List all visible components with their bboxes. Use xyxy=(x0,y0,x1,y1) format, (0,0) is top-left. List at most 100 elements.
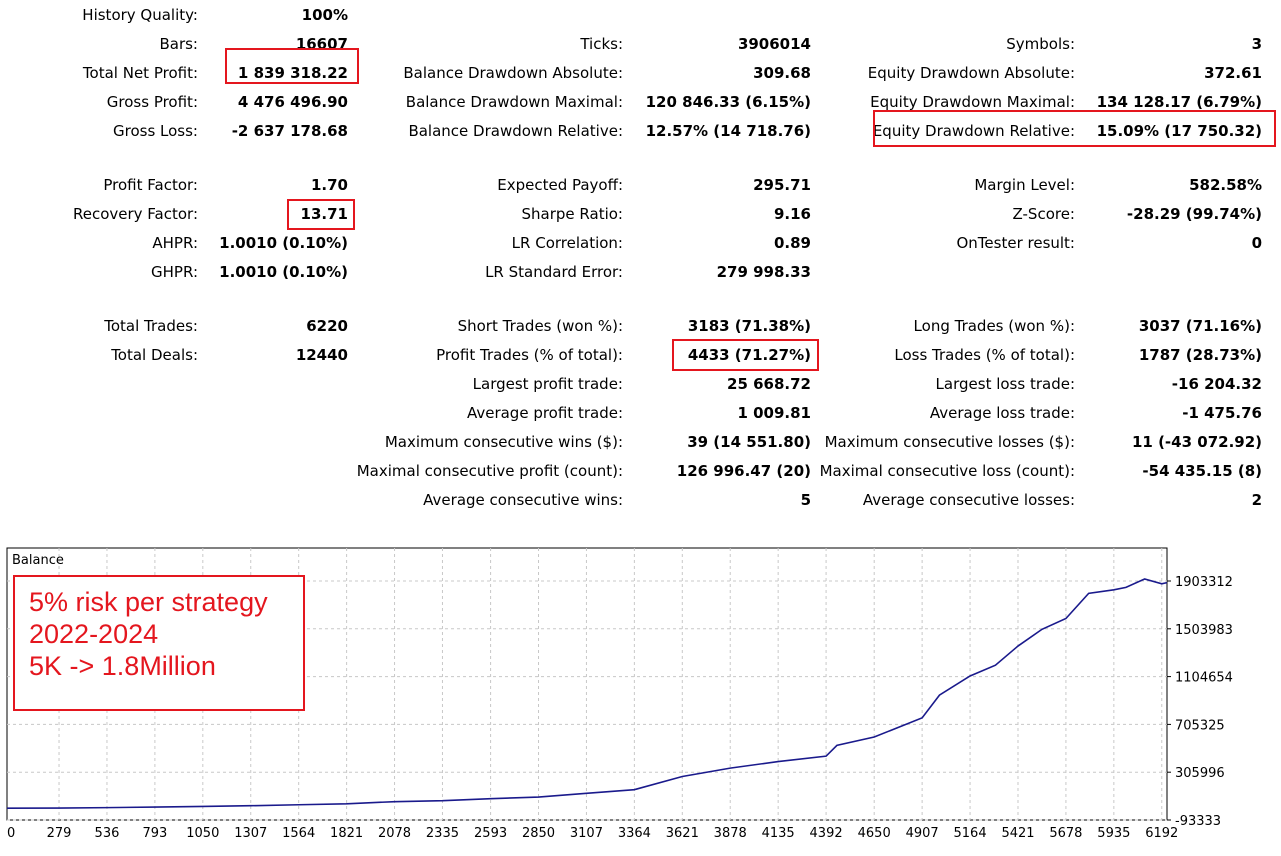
col3-value: 3037 (71.16%) xyxy=(1138,317,1262,335)
col1-label: GHPR: xyxy=(151,263,198,281)
col3-label: Loss Trades (% of total): xyxy=(894,346,1075,364)
col2-label: Average profit trade: xyxy=(466,404,623,422)
col3-label: OnTester result: xyxy=(956,234,1075,252)
col2-value: 12.57% (14 718.76) xyxy=(645,122,811,140)
col2-label: Balance Drawdown Maximal: xyxy=(405,93,623,111)
y-tick-label: 305996 xyxy=(1175,766,1225,781)
col1-label: Total Deals: xyxy=(111,346,198,364)
col2-label: Expected Payoff: xyxy=(497,176,623,194)
col2-value: 3183 (71.38%) xyxy=(687,317,811,335)
col1-value: -2 637 178.68 xyxy=(231,122,348,140)
col2-value: 295.71 xyxy=(753,176,811,194)
col3-label: Maximum consecutive losses ($): xyxy=(824,433,1075,451)
callout-line-3: 5K -> 1.8Million xyxy=(29,651,216,681)
col1-value: 4 476 496.90 xyxy=(237,93,348,111)
col3-value: 1787 (28.73%) xyxy=(1138,346,1262,364)
col2-value: 5 xyxy=(800,491,811,509)
col3-label: Symbols: xyxy=(1006,35,1075,53)
col3-label: Long Trades (won %): xyxy=(913,317,1075,335)
col3-value: -28.29 (99.74%) xyxy=(1126,205,1262,223)
col2-value: 9.16 xyxy=(773,205,811,223)
highlight-total-net-profit xyxy=(225,48,359,84)
callout-line-2: 2022-2024 xyxy=(29,619,159,649)
col1-label: Gross Profit: xyxy=(106,93,198,111)
col3-label: Margin Level: xyxy=(974,176,1075,194)
x-tick-label: 2335 xyxy=(426,826,459,841)
col3-label: Average consecutive losses: xyxy=(862,491,1075,509)
x-tick-label: 536 xyxy=(95,826,120,841)
col3-label: Z-Score: xyxy=(1012,205,1076,223)
col3-value: -54 435.15 (8) xyxy=(1142,462,1262,480)
col2-label: Balance Drawdown Absolute: xyxy=(403,64,623,82)
col2-value: 120 846.33 (6.15%) xyxy=(645,93,811,111)
col1-label: History Quality: xyxy=(82,6,198,24)
col2-value: 126 996.47 (20) xyxy=(676,462,811,480)
col3-value: 2 xyxy=(1251,491,1262,509)
x-tick-label: 3364 xyxy=(618,826,651,841)
col3-value: 372.61 xyxy=(1204,64,1262,82)
y-tick-label: 1903312 xyxy=(1175,575,1233,590)
x-tick-label: 1050 xyxy=(186,826,219,841)
x-tick-label: 2850 xyxy=(522,826,555,841)
x-tick-label: 3878 xyxy=(714,826,747,841)
col3-label: Maximal consecutive loss (count): xyxy=(819,462,1075,480)
col3-label: Equity Drawdown Relative: xyxy=(872,122,1075,140)
col3-value: 15.09% (17 750.32) xyxy=(1096,122,1262,140)
x-tick-label: 1307 xyxy=(234,826,267,841)
col2-label: Profit Trades (% of total): xyxy=(436,346,623,364)
strategy-callout: 5% risk per strategy 2022-2024 5K -> 1.8… xyxy=(13,575,305,711)
col2-value: 0.89 xyxy=(773,234,811,252)
col2-label: LR Standard Error: xyxy=(485,263,623,281)
highlight-recovery-factor xyxy=(287,199,355,230)
col1-label: Total Net Profit: xyxy=(82,64,198,82)
x-tick-label: 6192 xyxy=(1145,826,1178,841)
x-tick-label: 2593 xyxy=(474,826,507,841)
col2-label: Average consecutive wins: xyxy=(423,491,623,509)
y-tick-label: 1104654 xyxy=(1175,671,1233,686)
col2-label: Ticks: xyxy=(580,35,623,53)
col1-value: 1.0010 (0.10%) xyxy=(219,263,348,281)
col2-value: 39 (14 551.80) xyxy=(687,433,811,451)
col2-value: 279 998.33 xyxy=(716,263,811,281)
x-tick-label: 3107 xyxy=(570,826,603,841)
balance-line xyxy=(6,578,1168,810)
col2-label: Largest profit trade: xyxy=(472,375,623,393)
y-tick-label: 1503983 xyxy=(1175,623,1233,638)
col3-value: 11 (-43 072.92) xyxy=(1131,433,1262,451)
col3-value: 582.58% xyxy=(1189,176,1262,194)
col1-label: Recovery Factor: xyxy=(72,205,198,223)
col1-value: 6220 xyxy=(306,317,348,335)
col2-label: Balance Drawdown Relative: xyxy=(408,122,623,140)
x-tick-label: 5421 xyxy=(1001,826,1034,841)
x-tick-label: 793 xyxy=(142,826,167,841)
x-tick-label: 2078 xyxy=(378,826,411,841)
x-tick-label: 4907 xyxy=(906,826,939,841)
x-tick-label: 4135 xyxy=(762,826,795,841)
chart-title: Balance xyxy=(12,553,64,568)
y-tick-label: -93333 xyxy=(1175,814,1221,829)
x-tick-label: 4650 xyxy=(858,826,891,841)
x-tick-label: 0 xyxy=(7,826,15,841)
col3-value: 3 xyxy=(1251,35,1262,53)
col1-label: AHPR: xyxy=(152,234,198,252)
col1-label: Gross Loss: xyxy=(113,122,198,140)
x-tick-label: 3621 xyxy=(666,826,699,841)
col1-label: Profit Factor: xyxy=(103,176,198,194)
col1-value: 1.70 xyxy=(310,176,348,194)
col1-value: 12440 xyxy=(295,346,348,364)
x-tick-label: 5935 xyxy=(1097,826,1130,841)
x-tick-label: 1821 xyxy=(330,826,363,841)
x-tick-label: 5164 xyxy=(954,826,987,841)
col1-label: Bars: xyxy=(159,35,198,53)
x-tick-label: 4392 xyxy=(810,826,843,841)
x-tick-label: 279 xyxy=(47,826,72,841)
col2-value: 3906014 xyxy=(737,35,811,53)
col1-value: 100% xyxy=(301,6,348,24)
col1-label: Total Trades: xyxy=(104,317,198,335)
col1-value: 1.0010 (0.10%) xyxy=(219,234,348,252)
col2-label: Maximal consecutive profit (count): xyxy=(356,462,623,480)
col2-label: Maximum consecutive wins ($): xyxy=(384,433,623,451)
col1-value: 1 839 318.22 xyxy=(237,64,348,82)
col3-label: Largest loss trade: xyxy=(935,375,1075,393)
col1-value: 13.71 xyxy=(300,205,348,223)
